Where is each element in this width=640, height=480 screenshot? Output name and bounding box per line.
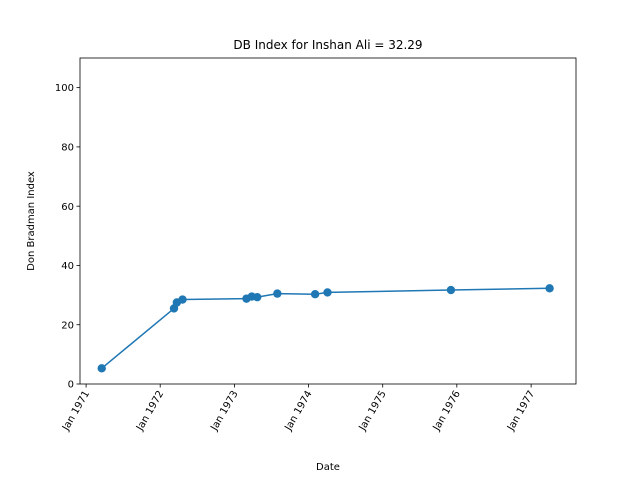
axes-frame [79, 57, 577, 385]
data-point [545, 284, 554, 293]
data-point [310, 290, 320, 299]
y-tick-label: 0 [68, 380, 74, 391]
data-point [446, 285, 456, 295]
data-point [323, 288, 332, 297]
data-point [273, 289, 282, 298]
chart-title: DB Index for Inshan Ali = 32.29 [233, 38, 422, 52]
y-tick-label: 100 [55, 83, 74, 94]
y-tick-label: 80 [61, 143, 74, 154]
y-tick-label: 40 [61, 261, 74, 272]
y-tick-label: 20 [61, 320, 74, 331]
data-point [97, 364, 106, 373]
data-point [253, 292, 262, 302]
y-axis-label: Don Bradman Index [26, 171, 37, 271]
y-tick-label: 60 [61, 202, 74, 213]
data-point [178, 295, 187, 304]
x-axis-label: Date [316, 462, 340, 473]
